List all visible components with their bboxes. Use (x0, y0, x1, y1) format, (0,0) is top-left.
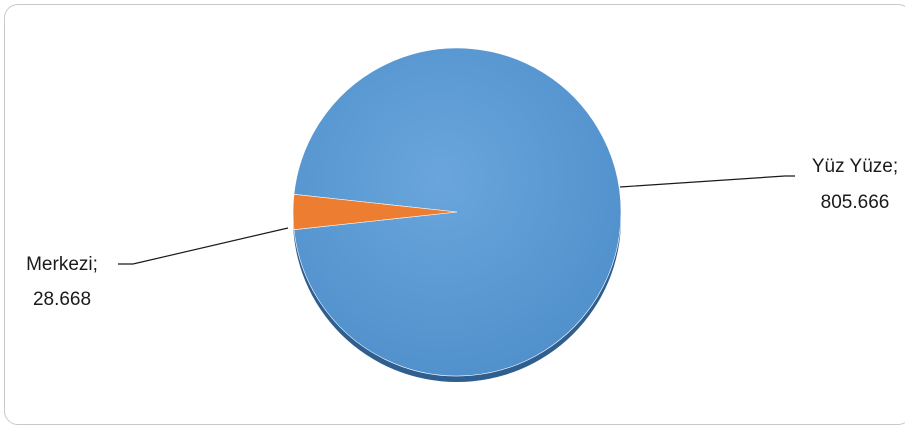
pie-slices (292, 47, 622, 377)
slice-label-value-yuz-yuze: 805.666 (821, 192, 890, 213)
pie-slice-yuz-yuze (293, 47, 622, 377)
leader-line-merkezi (118, 227, 289, 265)
slice-label-value-merkezi: 28.668 (33, 289, 91, 310)
leader-line-yuz-yuze (619, 175, 795, 188)
pie-slice-merkezi (292, 194, 458, 230)
slice-label-name-yuz-yuze: Yüz Yüze; (812, 156, 898, 177)
slice-label-name-merkezi: Merkezi; (26, 254, 98, 275)
